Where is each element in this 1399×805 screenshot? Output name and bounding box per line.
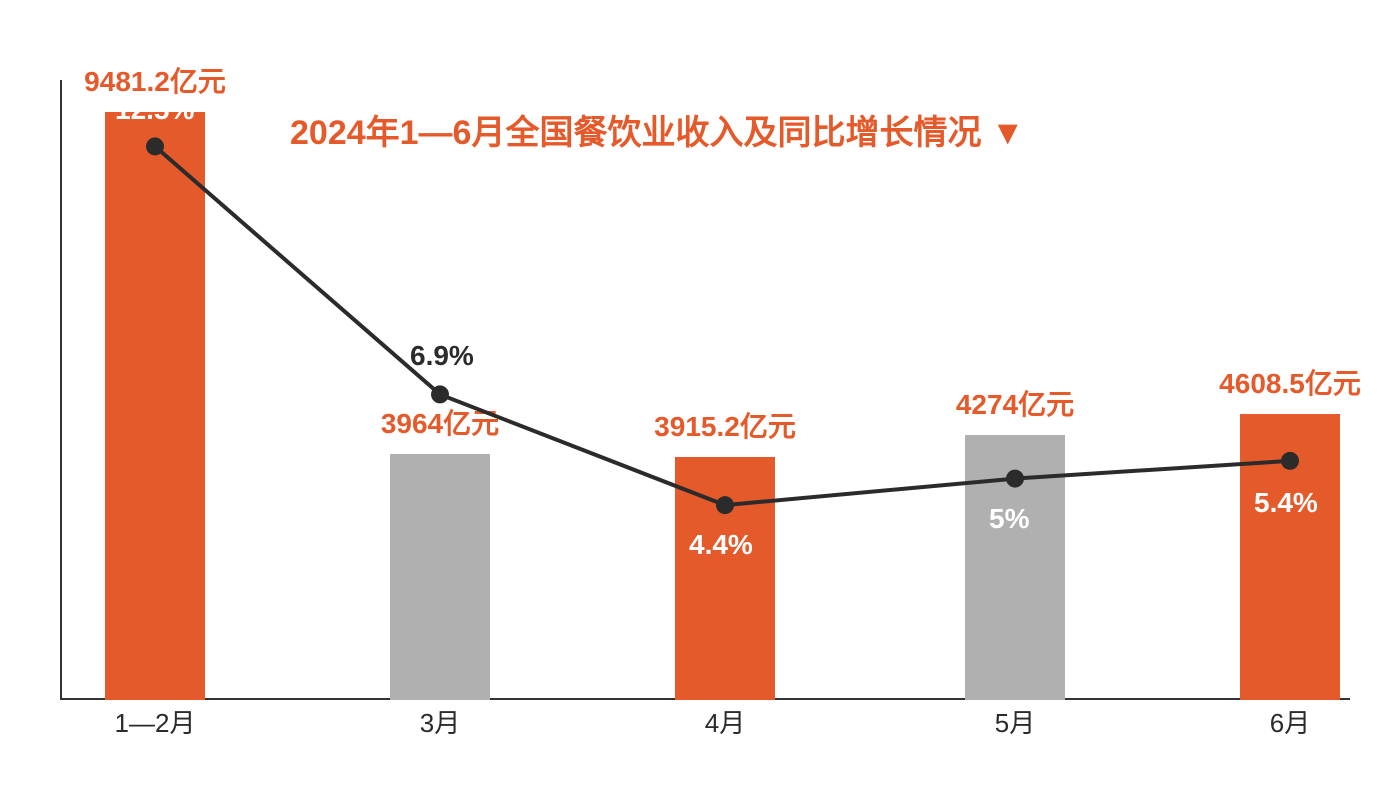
x-axis-label: 6月 (1210, 703, 1370, 740)
growth-pct-label: 4.4% (689, 529, 753, 561)
x-axis-label: 1—2月 (75, 703, 235, 740)
growth-pct-label: 6.9% (410, 340, 474, 372)
line-marker (1281, 452, 1299, 470)
x-axis-label: 5月 (935, 703, 1095, 740)
growth-pct-label: 12.5% (115, 94, 194, 126)
x-axis-label: 3月 (360, 703, 520, 740)
line-marker (431, 385, 449, 403)
line-marker (1006, 470, 1024, 488)
x-axis-label: 4月 (645, 703, 805, 740)
revenue-growth-chart: 2024年1—6月全国餐饮业收入及同比增长情况 ▼ 9481.2亿元1—2月39… (60, 40, 1350, 760)
plot-area: 9481.2亿元1—2月3964亿元3月3915.2亿元4月4274亿元5月46… (60, 80, 1350, 700)
growth-line (60, 80, 1350, 700)
growth-pct-label: 5.4% (1254, 487, 1318, 519)
growth-pct-label: 5% (989, 503, 1029, 535)
line-marker (146, 137, 164, 155)
line-marker (716, 496, 734, 514)
